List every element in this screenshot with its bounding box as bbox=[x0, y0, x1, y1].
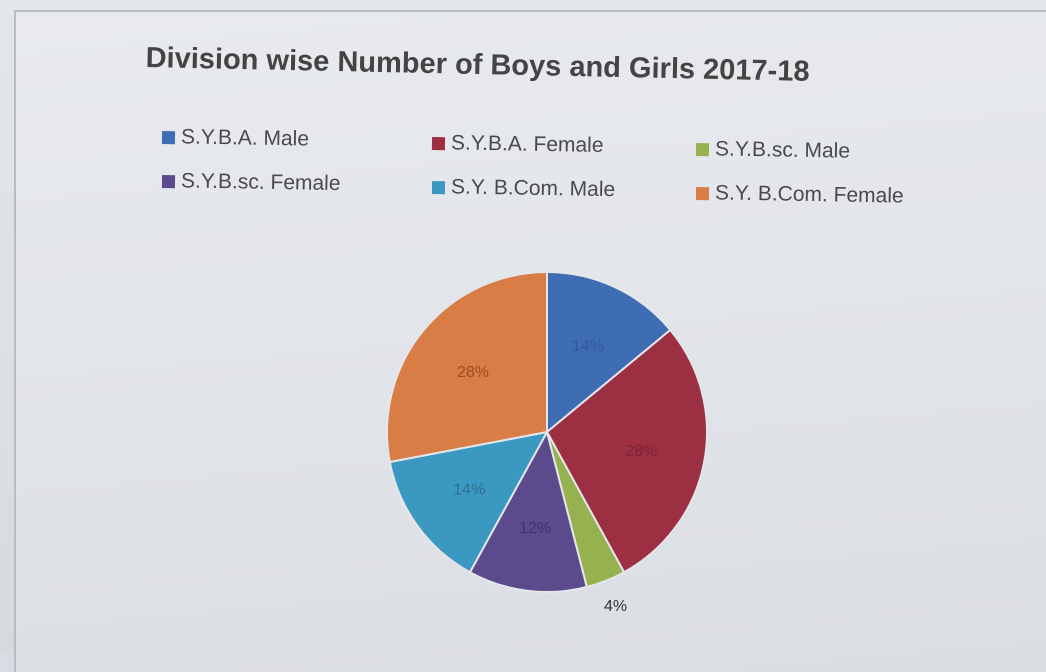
pie-label-sy-bsc-female: 12% bbox=[519, 520, 551, 537]
pie-slice-sy-ba-female bbox=[545, 328, 708, 574]
pie-label-sy-bcom-male: 14% bbox=[453, 481, 485, 498]
pie-label-sy-ba-male: 14% bbox=[572, 338, 604, 355]
pie-label-sy-ba-female: 28% bbox=[625, 443, 657, 460]
pie-label-sy-bcom-female: 28% bbox=[457, 364, 489, 381]
pie-label-sy-bsc-male: 4% bbox=[604, 598, 627, 615]
pie-slice-sy-ba-male bbox=[546, 270, 672, 435]
pie-slice-sy-bsc-female bbox=[468, 429, 589, 593]
pie-chart: 14% 28% 4% 12% 14% 28% bbox=[386, 270, 708, 615]
pie-slice-sy-bcom-female bbox=[386, 270, 548, 464]
pie-slice-sy-bcom-male bbox=[388, 430, 549, 574]
